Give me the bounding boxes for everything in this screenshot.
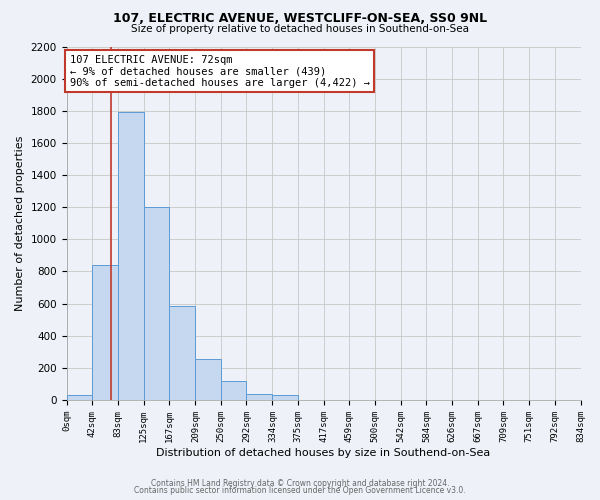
Bar	[92, 265, 118, 400]
Bar	[67, 395, 92, 400]
Y-axis label: Number of detached properties: Number of detached properties	[15, 136, 25, 311]
Bar	[169, 306, 196, 400]
X-axis label: Distribution of detached houses by size in Southend-on-Sea: Distribution of detached houses by size …	[157, 448, 491, 458]
Text: 107, ELECTRIC AVENUE, WESTCLIFF-ON-SEA, SS0 9NL: 107, ELECTRIC AVENUE, WESTCLIFF-ON-SEA, …	[113, 12, 487, 26]
Text: Contains HM Land Registry data © Crown copyright and database right 2024.: Contains HM Land Registry data © Crown c…	[151, 478, 449, 488]
Bar	[247, 394, 272, 400]
Text: Contains public sector information licensed under the Open Government Licence v3: Contains public sector information licen…	[134, 486, 466, 495]
Bar	[221, 382, 247, 400]
Bar	[118, 112, 143, 400]
Text: Size of property relative to detached houses in Southend-on-Sea: Size of property relative to detached ho…	[131, 24, 469, 34]
Bar	[272, 395, 298, 400]
Bar	[143, 207, 169, 400]
Bar	[196, 359, 221, 400]
Text: 107 ELECTRIC AVENUE: 72sqm
← 9% of detached houses are smaller (439)
90% of semi: 107 ELECTRIC AVENUE: 72sqm ← 9% of detac…	[70, 54, 370, 88]
